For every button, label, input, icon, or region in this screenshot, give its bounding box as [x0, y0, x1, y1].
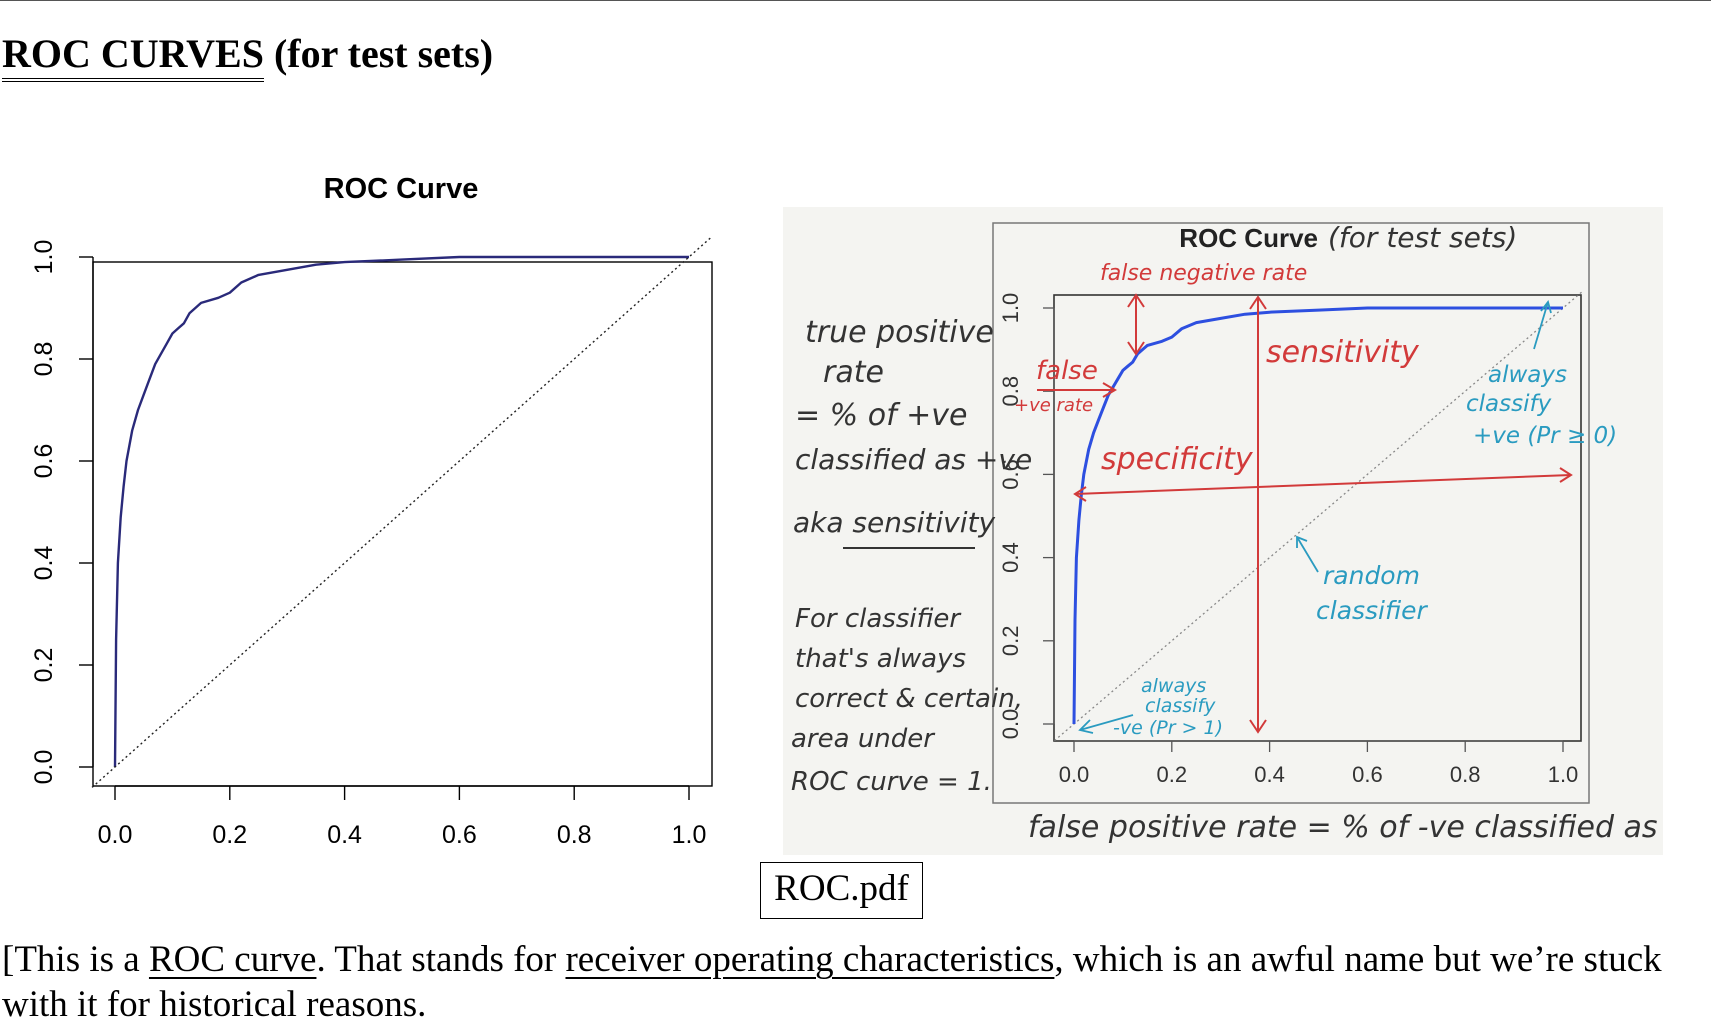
para-text-3: , which is an awful name but we’re stuck…	[2, 939, 1662, 1025]
note-always-pos-2: classify	[1466, 391, 1552, 417]
note-sensitivity: sensitivity	[1266, 335, 1420, 370]
body-paragraph: [This is a ROC curve. That stands for re…	[2, 937, 1707, 1027]
note-area-1: For classifier	[795, 604, 962, 634]
note-positive-rate: +ve rate	[1014, 395, 1093, 416]
y-tick-label: 1.0	[30, 240, 58, 275]
photo-series	[1054, 290, 1583, 742]
x-tick-label: 0.0	[98, 821, 133, 849]
chart-title: ROC Curve	[324, 173, 479, 205]
photo-random-diagonal	[1054, 290, 1583, 742]
photo-y-tick-label: 1.0	[998, 293, 1023, 324]
specificity-arrowheads	[1073, 467, 1573, 502]
annotated-roc-image: ROC Curve (for test sets) 0.0 0.2 0.4 0.6 0.…	[783, 207, 1711, 855]
red-annotations: false negative rate false +ve rate sensi…	[1014, 261, 1573, 734]
title-underlined: ROC CURVES	[2, 31, 264, 82]
x-tick-label: 0.8	[557, 821, 592, 849]
photo-axes: 0.0 0.2 0.4 0.6 0.8 1.0 0.0 0.2 0.4 0.6 0.8 1.0	[998, 293, 1578, 787]
photo-y-tick-label: 0.2	[998, 626, 1023, 657]
specificity-arrow	[1074, 474, 1572, 495]
roc-curve-line	[113, 255, 689, 768]
photo-chart-title: ROC Curve	[1179, 223, 1318, 253]
note-tpr-3: = % of +ve	[795, 398, 968, 433]
annotated-roc-svg: ROC Curve (for test sets) 0.0 0.2 0.4 0.6 0.…	[783, 207, 1711, 855]
photo-x-tick-label: 0.2	[1157, 762, 1188, 787]
y-tick-label: 0.6	[30, 444, 58, 479]
note-tpr-5: aka sensitivity	[793, 506, 995, 539]
note-always-neg-1: always	[1141, 675, 1206, 697]
left-notes: true positive rate = % of +ve classified…	[791, 315, 1032, 797]
fnr-arrowheads	[1127, 293, 1145, 356]
always-pos-arrow	[1533, 301, 1549, 350]
chart-axes: 0.0 0.2 0.4 0.6 0.8 1.0 0.0 0.2 0.4 0.6 0.8 1.0	[30, 240, 706, 849]
photo-x-tick-label: 0.4	[1254, 762, 1285, 787]
x-tick-label: 0.4	[327, 821, 362, 849]
photo-x-tick-label: 0.6	[1352, 762, 1383, 787]
note-random-2: classifier	[1316, 596, 1429, 625]
note-false: false	[1036, 356, 1098, 386]
note-area-5: ROC curve = 1.	[791, 767, 992, 797]
figure-border	[992, 222, 1590, 804]
note-false-negative-rate: false negative rate	[1100, 261, 1307, 286]
note-always-neg-3: -ve (Pr > 1)	[1113, 717, 1223, 739]
photo-title-note: (for test sets)	[1328, 221, 1517, 254]
page-title: ROC CURVES (for test sets)	[2, 30, 494, 82]
always-neg-arrow	[1079, 714, 1134, 731]
photo-x-label: false positive rate = % of -ve classifie…	[1028, 810, 1663, 845]
note-area-2: that's always	[795, 644, 966, 674]
photo-roc-curve-line	[1072, 306, 1563, 725]
para-text-1: [This is a	[2, 939, 149, 980]
title-rest: (for test sets)	[263, 31, 494, 76]
y-tick-label: 0.2	[30, 648, 58, 683]
figure-caption: ROC.pdf	[760, 862, 923, 919]
note-tpr-1: true positive	[805, 315, 994, 350]
note-area-3: correct & certain,	[795, 684, 1023, 714]
note-random-1: random	[1323, 561, 1420, 590]
fpr-arrowhead	[1102, 382, 1117, 398]
teal-annotations: always classify +ve (Pr ≥ 0) random clas…	[1078, 300, 1617, 739]
note-specificity: specificity	[1101, 442, 1254, 477]
x-tick-label: 0.2	[212, 821, 247, 849]
photo-y-tick-label: 0.6	[998, 459, 1023, 490]
x-tick-label: 0.6	[442, 821, 477, 849]
note-area-4: area under	[791, 724, 936, 754]
note-always-pos-3: +ve (Pr ≥ 0)	[1473, 423, 1617, 449]
photo-y-tick-label: 0.4	[998, 542, 1023, 573]
always-neg-arrowhead	[1078, 719, 1094, 734]
photo-x-tick-label: 0.8	[1450, 762, 1481, 787]
y-tick-label: 0.0	[30, 750, 58, 785]
x-tick-label: 1.0	[672, 821, 707, 849]
top-rule	[0, 0, 1711, 1]
term-roc-curve: ROC curve	[148, 939, 317, 980]
note-always-neg-2: classify	[1145, 695, 1216, 717]
random-arrowhead	[1296, 535, 1308, 548]
roc-chart-svg: ROC Curve 0.0 0.2 0.4 0.6 0.8 1.0 0.0 0.2 0.4 0.6…	[30, 173, 713, 849]
random-classifier-diagonal	[91, 236, 713, 788]
y-tick-label: 0.4	[30, 546, 58, 581]
chart-series	[91, 236, 713, 788]
y-tick-label: 0.8	[30, 342, 58, 377]
photo-y-tick-label: 0.8	[998, 376, 1023, 407]
photo-background	[783, 207, 1663, 855]
note-tpr-2: rate	[823, 355, 884, 390]
photo-x-tick-label: 0.0	[1059, 762, 1090, 787]
plot-frame	[92, 261, 713, 787]
always-pos-arrowhead	[1540, 300, 1552, 314]
sensitivity-arrowheads	[1249, 295, 1267, 734]
photo-x-tick-label: 1.0	[1548, 762, 1579, 787]
note-always-pos-1: always	[1488, 362, 1567, 388]
note-tpr-4: classified as +ve	[795, 443, 1032, 476]
para-text-2: . That stands for	[316, 939, 566, 980]
random-arrow	[1296, 536, 1319, 573]
roc-chart: ROC Curve 0.0 0.2 0.4 0.6 0.8 1.0 0.0 0.2 0.4 0.6…	[0, 160, 720, 860]
term-receiver-operating-characteristics: receiver operating characteristics	[565, 939, 1055, 980]
photo-y-tick-label: 0.0	[998, 709, 1023, 740]
